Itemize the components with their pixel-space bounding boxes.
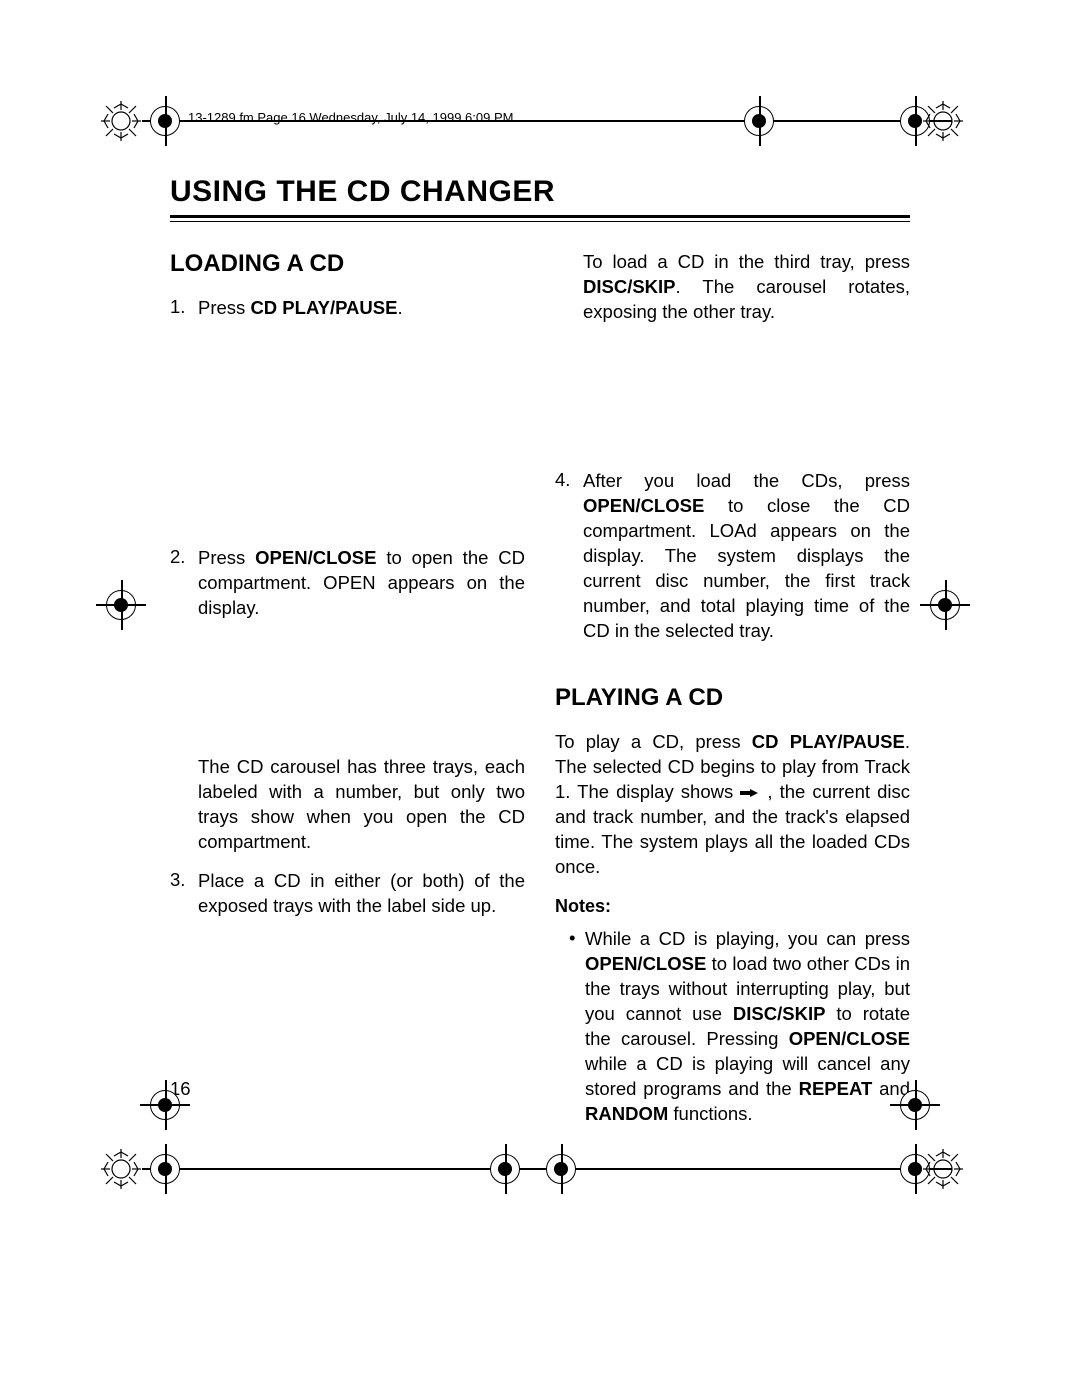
crop-line xyxy=(561,1144,563,1194)
list-number: 2. xyxy=(170,546,198,621)
crop-line xyxy=(165,96,167,146)
title-rule-thin xyxy=(170,221,910,222)
crop-line xyxy=(915,96,917,146)
list-content: Press CD PLAY/PAUSE. xyxy=(198,296,525,321)
main-title: USING THE CD CHANGER xyxy=(170,175,910,209)
section-heading-loading: LOADING A CD xyxy=(170,250,525,278)
bullet-icon: • xyxy=(569,927,585,1127)
indented-paragraph: The CD carousel has three trays, each la… xyxy=(198,755,525,855)
crop-line xyxy=(890,1104,940,1106)
crop-line xyxy=(759,96,761,146)
text: Press xyxy=(198,547,255,568)
crop-line xyxy=(165,1144,167,1194)
text: While a CD is playing, you can press xyxy=(585,928,910,949)
two-column-layout: LOADING A CD 1. Press CD PLAY/PAUSE. 2. … xyxy=(170,250,910,1127)
bold-text: OPEN/CLOSE xyxy=(585,953,706,974)
text: . xyxy=(397,297,402,318)
crop-sunburst-icon xyxy=(100,100,142,142)
bullet-content: While a CD is playing, you can press OPE… xyxy=(585,927,910,1127)
crop-sunburst-icon xyxy=(100,1148,142,1190)
text: Press xyxy=(198,297,250,318)
title-rule-thick xyxy=(170,215,910,218)
bold-text: OPEN/CLOSE xyxy=(255,547,376,568)
bold-text: REPEAT xyxy=(799,1078,873,1099)
crop-line xyxy=(945,580,947,630)
crop-line xyxy=(142,120,952,122)
text: to close the CD compartment. LOAd appear… xyxy=(583,495,910,641)
list-content: Press OPEN/CLOSE to open the CD compartm… xyxy=(198,546,525,621)
bold-text: CD PLAY/PAUSE xyxy=(752,731,905,752)
play-symbol-icon xyxy=(740,780,760,805)
list-number: 4. xyxy=(555,469,583,644)
document-page: 13-1289.fm Page 16 Wednesday, July 14, 1… xyxy=(170,110,910,1127)
section-heading-playing: PLAYING A CD xyxy=(555,684,910,712)
list-item-1: 1. Press CD PLAY/PAUSE. xyxy=(170,296,525,321)
header-meta: 13-1289.fm Page 16 Wednesday, July 14, 1… xyxy=(188,110,910,125)
bold-text: CD PLAY/PAUSE xyxy=(250,297,397,318)
bullet-item: • While a CD is playing, you can press O… xyxy=(569,927,910,1127)
image-placeholder xyxy=(170,635,525,755)
notes-label: Notes: xyxy=(555,896,910,917)
list-item-4: 4. After you load the CDs, press OPEN/CL… xyxy=(555,469,910,644)
image-placeholder xyxy=(555,339,910,469)
crop-line xyxy=(915,1144,917,1194)
crop-line xyxy=(505,1144,507,1194)
right-column: To load a CD in the third tray, press DI… xyxy=(555,250,910,1127)
bold-text: DISC/SKIP xyxy=(583,276,676,297)
list-content: Place a CD in either (or both) of the ex… xyxy=(198,869,525,919)
list-item-3: 3. Place a CD in either (or both) of the… xyxy=(170,869,525,919)
body-paragraph: To play a CD, press CD PLAY/PAUSE. The s… xyxy=(555,730,910,880)
left-column: LOADING A CD 1. Press CD PLAY/PAUSE. 2. … xyxy=(170,250,525,1127)
crop-line xyxy=(140,1104,190,1106)
crop-sunburst-icon xyxy=(922,1148,964,1190)
image-placeholder xyxy=(170,336,525,546)
crop-line xyxy=(121,580,123,630)
crop-sunburst-icon xyxy=(922,100,964,142)
text: To play a CD, press xyxy=(555,731,752,752)
list-number: 1. xyxy=(170,296,198,321)
list-item-2: 2. Press OPEN/CLOSE to open the CD compa… xyxy=(170,546,525,621)
bold-text: DISC/SKIP xyxy=(733,1003,826,1024)
list-number: 3. xyxy=(170,869,198,919)
text: After you load the CDs, press xyxy=(583,470,910,491)
bold-text: OPEN/CLOSE xyxy=(583,495,704,516)
bold-text: RANDOM xyxy=(585,1103,668,1124)
bold-text: OPEN/CLOSE xyxy=(789,1028,910,1049)
continued-paragraph: To load a CD in the third tray, press DI… xyxy=(583,250,910,325)
text: To load a CD in the third tray, press xyxy=(583,251,910,272)
text: functions. xyxy=(668,1103,752,1124)
list-content: After you load the CDs, press OPEN/CLOSE… xyxy=(583,469,910,644)
